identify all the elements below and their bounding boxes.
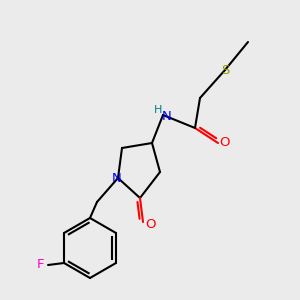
Text: H: H xyxy=(154,105,162,115)
Text: N: N xyxy=(112,172,122,185)
Text: F: F xyxy=(36,259,44,272)
Text: N: N xyxy=(162,110,172,122)
Text: O: O xyxy=(220,136,230,149)
Text: O: O xyxy=(145,218,155,230)
Text: S: S xyxy=(221,64,229,76)
